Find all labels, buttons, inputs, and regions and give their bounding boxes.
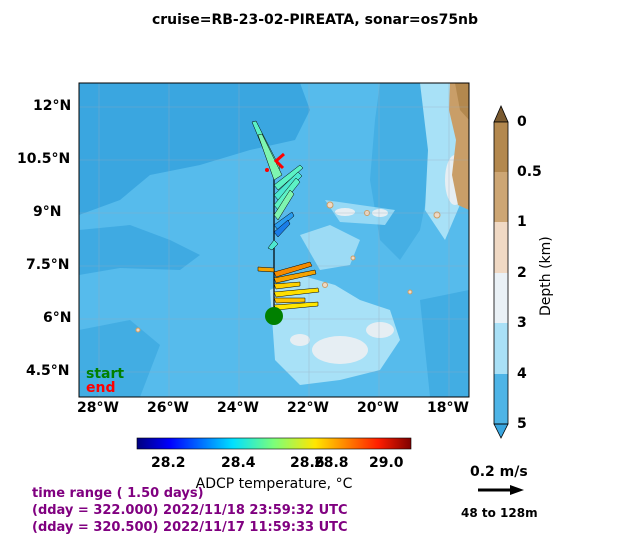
- lat-tick: 7.5°N: [26, 257, 70, 273]
- lat-tick: 10.5°N: [17, 151, 71, 167]
- lon-tick: 20°W: [357, 400, 399, 416]
- end-label: end: [86, 380, 116, 396]
- start-label: start: [86, 366, 125, 382]
- adcp-vectors: [251, 120, 320, 325]
- temperature-colorbar-label: ADCP temperature, °C: [195, 476, 353, 492]
- depth-colorbar: [493, 105, 509, 439]
- depth-bins-label: 48 to 128m: [461, 506, 538, 520]
- reference-arrow: [478, 485, 524, 495]
- lon-tick: 28°W: [77, 400, 119, 416]
- temp-tick: 28.8: [314, 455, 349, 471]
- temperature-colorbar: [136, 437, 412, 450]
- end-marker: [273, 152, 285, 170]
- temp-tick: 29.0: [369, 455, 404, 471]
- temp-tick: 28.4: [221, 455, 256, 471]
- lon-tick: 24°W: [217, 400, 259, 416]
- depth-tick: 1: [517, 214, 527, 230]
- depth-tick: 2: [517, 265, 527, 281]
- lat-tick: 9°N: [33, 204, 62, 220]
- lon-tick: 18°W: [427, 400, 469, 416]
- lat-tick: 6°N: [43, 310, 72, 326]
- speed-scale-label: 0.2 m/s: [470, 464, 528, 480]
- time-range-text: time range ( 1.50 days): [32, 486, 204, 501]
- figure-title: cruise=RB-23-02-PIREATA, sonar=os75nb: [151, 12, 479, 28]
- lon-tick: 22°W: [287, 400, 329, 416]
- start-time-text: (dday = 320.500) 2022/11/17 11:59:33 UTC: [32, 520, 348, 535]
- depth-colorbar-label: Depth (km): [538, 236, 554, 316]
- temp-tick: 28.2: [151, 455, 186, 471]
- lat-tick: 12°N: [33, 98, 72, 114]
- start-marker: [265, 307, 283, 325]
- depth-tick: 3: [517, 315, 527, 331]
- temp-tick: 28.6: [290, 455, 325, 471]
- depth-tick: 4: [517, 366, 527, 382]
- map-frame: [78, 82, 470, 398]
- depth-tick: 5: [517, 416, 527, 432]
- lon-tick: 26°W: [147, 400, 189, 416]
- depth-tick: 0: [517, 114, 527, 130]
- lat-tick: 4.5°N: [26, 363, 70, 379]
- depth-tick: 0.5: [517, 164, 542, 180]
- end-time-text: (dday = 322.000) 2022/11/18 23:59:32 UTC: [32, 503, 348, 518]
